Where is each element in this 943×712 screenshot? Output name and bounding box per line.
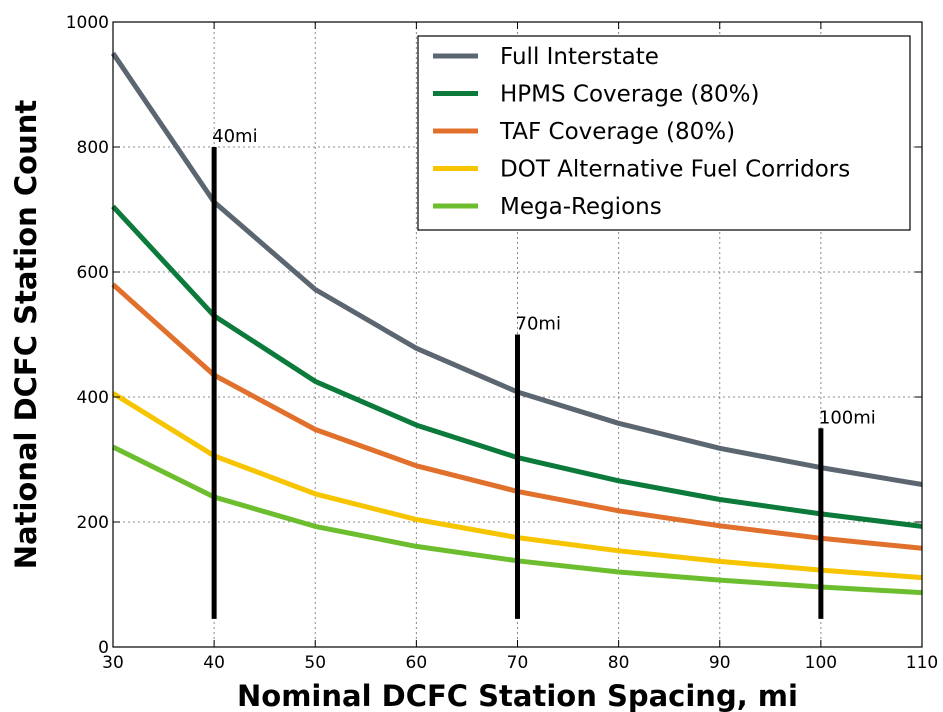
x-tick-label: 80 <box>608 653 630 673</box>
x-tick-label: 90 <box>709 653 731 673</box>
legend-label: Full Interstate <box>500 44 659 70</box>
x-tick-label: 70 <box>507 653 529 673</box>
legend-label: Mega-Regions <box>500 194 662 220</box>
axis-ticks <box>112 21 923 648</box>
x-tick-label: 60 <box>406 653 428 673</box>
y-axis-tick-labels: 0 200 400 600 800 1000 <box>66 13 109 658</box>
y-axis-title: National DCFC Station Count <box>9 100 43 570</box>
annotation-label: 40mi <box>212 126 257 147</box>
y-tick-label: 800 <box>77 138 109 158</box>
legend-box <box>417 35 911 231</box>
x-tick-label: 40 <box>203 653 225 673</box>
x-axis-title: Nominal DCFC Station Spacing, mi <box>237 679 798 712</box>
x-axis-tick-labels: 30 40 50 60 70 80 90 100 110 <box>102 653 938 673</box>
y-tick-label: 1000 <box>66 13 109 33</box>
y-tick-label: 400 <box>77 388 109 408</box>
y-tick-label: 200 <box>77 513 109 533</box>
x-tick-label: 100 <box>805 653 837 673</box>
y-tick-label: 600 <box>77 263 109 283</box>
legend: Full Interstate HPMS Coverage (80%) TAF Co… <box>417 35 911 231</box>
legend-label: TAF Coverage (80%) <box>499 119 735 145</box>
legend-label: DOT Alternative Fuel Corridors <box>500 157 850 183</box>
legend-label: HPMS Coverage (80%) <box>500 82 760 108</box>
y-tick-label: 0 <box>98 638 109 658</box>
annotation-label: 100mi <box>819 407 876 428</box>
annotation-label: 70mi <box>516 314 561 335</box>
x-tick-label: 50 <box>304 653 326 673</box>
x-tick-label: 30 <box>102 653 124 673</box>
x-tick-label: 110 <box>906 653 938 673</box>
annotations: 40mi 70mi 100mi <box>211 126 876 619</box>
